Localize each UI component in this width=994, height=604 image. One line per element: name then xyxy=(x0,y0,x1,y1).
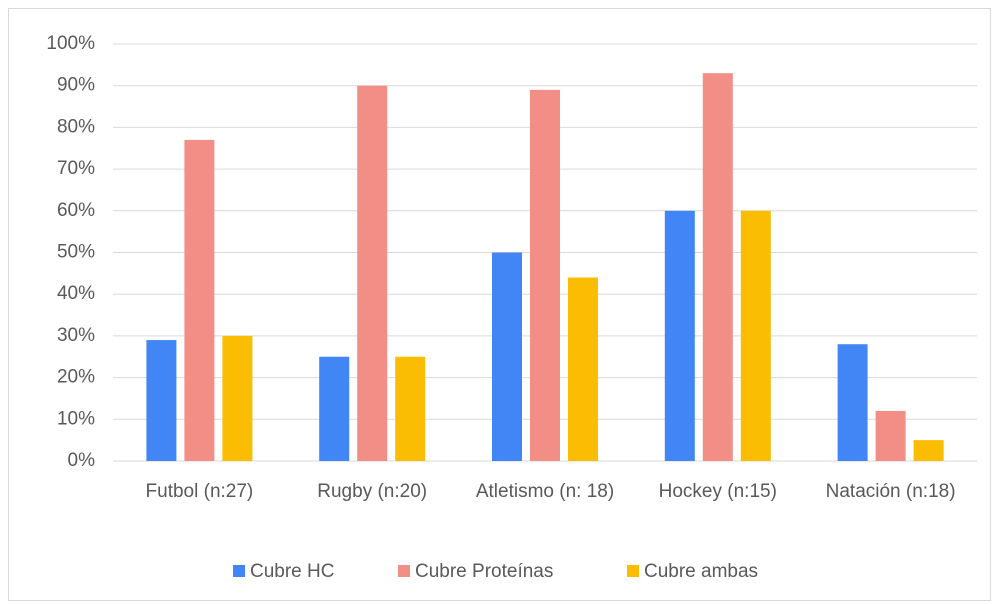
bar xyxy=(222,335,253,461)
bar xyxy=(492,252,522,461)
x-tick-label: Natación (n:18) xyxy=(825,481,956,502)
legend-label: Cubre Proteínas xyxy=(415,561,553,582)
x-tick-label: Rugby (n:20) xyxy=(317,481,428,502)
y-tick-label: 60% xyxy=(57,200,95,221)
y-tick-label: 30% xyxy=(57,325,95,346)
y-tick-label: 40% xyxy=(57,283,95,304)
bar xyxy=(913,440,944,461)
y-tick-label: 100% xyxy=(46,33,95,54)
y-tick-label: 20% xyxy=(57,367,95,388)
bar xyxy=(146,340,177,461)
y-tick-label: 90% xyxy=(57,75,95,96)
chart-border xyxy=(8,8,991,601)
x-tick-label: Hockey (n:15) xyxy=(658,481,777,502)
legend-swatch xyxy=(398,565,410,577)
bar xyxy=(395,356,426,461)
bar xyxy=(664,210,695,461)
bar xyxy=(319,356,350,461)
bar xyxy=(740,210,771,461)
bar xyxy=(837,344,868,461)
legend-label: Cubre HC xyxy=(250,561,334,582)
y-tick-label: 50% xyxy=(57,242,95,263)
y-tick-label: 70% xyxy=(57,158,95,179)
bar xyxy=(568,277,598,461)
bar xyxy=(875,410,906,461)
bar xyxy=(357,85,388,461)
bar xyxy=(184,139,215,461)
x-tick-label: Futbol (n:27) xyxy=(145,481,254,502)
y-tick-label: 80% xyxy=(57,116,95,137)
x-tick-label: Atletismo (n: 18) xyxy=(475,481,615,502)
bar xyxy=(702,73,733,461)
bar xyxy=(530,89,560,462)
legend-label: Cubre ambas xyxy=(644,561,758,582)
legend-swatch xyxy=(233,565,245,577)
y-tick-label: 0% xyxy=(68,450,96,471)
y-tick-label: 10% xyxy=(57,408,95,429)
legend-swatch xyxy=(627,565,639,577)
